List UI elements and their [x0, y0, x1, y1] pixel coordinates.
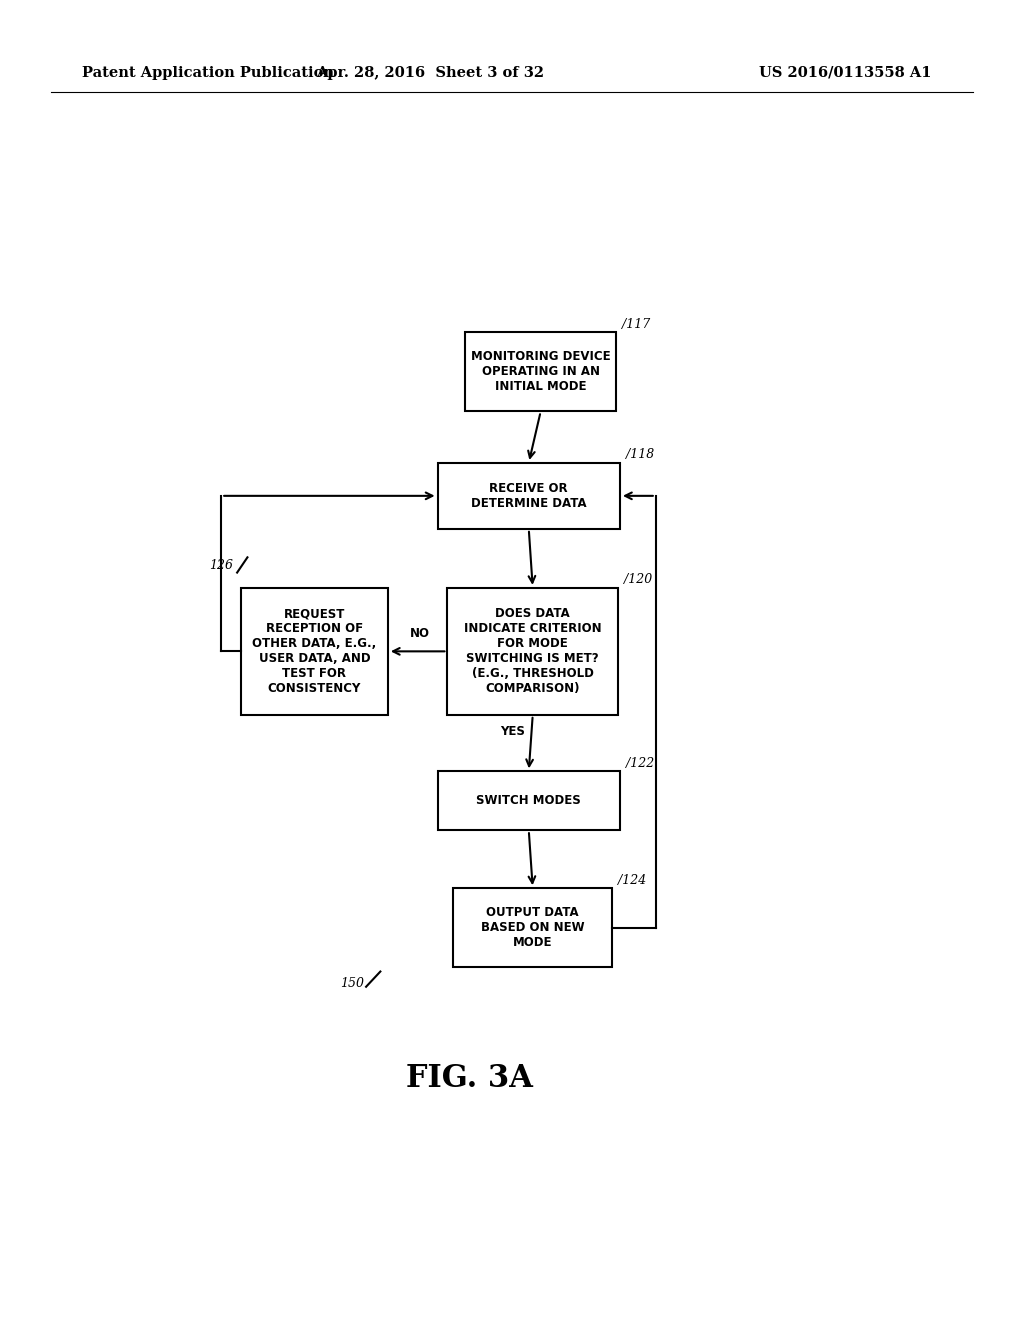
- Bar: [241, 587, 388, 715]
- Text: /118: /118: [627, 449, 654, 461]
- Text: YES: YES: [501, 725, 525, 738]
- Bar: [454, 888, 612, 968]
- Bar: [437, 463, 621, 529]
- Text: NO: NO: [410, 627, 430, 640]
- Text: REQUEST
RECEPTION OF
OTHER DATA, E.G.,
USER DATA, AND
TEST FOR
CONSISTENCY: REQUEST RECEPTION OF OTHER DATA, E.G., U…: [252, 607, 377, 696]
- Text: MONITORING DEVICE
OPERATING IN AN
INITIAL MODE: MONITORING DEVICE OPERATING IN AN INITIA…: [471, 350, 610, 393]
- Text: OUTPUT DATA
BASED ON NEW
MODE: OUTPUT DATA BASED ON NEW MODE: [481, 907, 585, 949]
- Text: /122: /122: [627, 756, 654, 770]
- Text: /124: /124: [618, 874, 647, 887]
- Text: RECEIVE OR
DETERMINE DATA: RECEIVE OR DETERMINE DATA: [471, 482, 587, 510]
- Text: /117: /117: [623, 318, 650, 330]
- Text: /120: /120: [625, 573, 652, 586]
- Bar: [465, 333, 616, 412]
- Text: Patent Application Publication: Patent Application Publication: [82, 66, 334, 79]
- Text: 126: 126: [209, 558, 233, 572]
- Bar: [447, 587, 618, 715]
- Text: 150: 150: [341, 977, 365, 990]
- Text: US 2016/0113558 A1: US 2016/0113558 A1: [760, 66, 932, 79]
- Text: DOES DATA
INDICATE CRITERION
FOR MODE
SWITCHING IS MET?
(E.G., THRESHOLD
COMPARI: DOES DATA INDICATE CRITERION FOR MODE SW…: [464, 607, 601, 696]
- Text: SWITCH MODES: SWITCH MODES: [476, 795, 582, 808]
- Text: FIG. 3A: FIG. 3A: [406, 1063, 532, 1094]
- Text: Apr. 28, 2016  Sheet 3 of 32: Apr. 28, 2016 Sheet 3 of 32: [316, 66, 544, 79]
- Bar: [437, 771, 621, 830]
